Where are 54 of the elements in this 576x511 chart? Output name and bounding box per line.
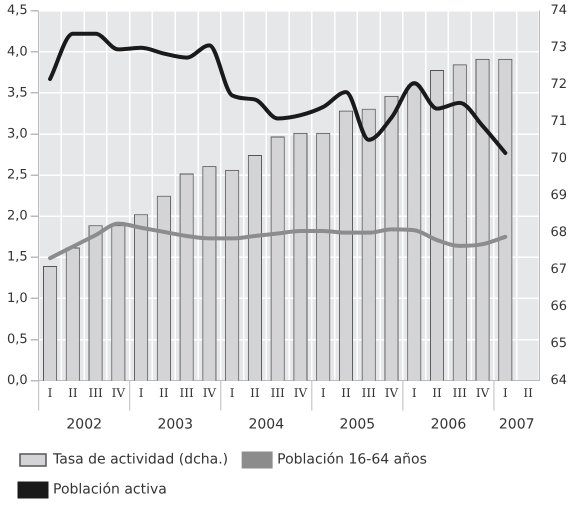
x-tick-label: III <box>452 386 468 400</box>
y2-tick-label: 66 <box>550 299 568 314</box>
x-tick-label: II <box>250 386 260 400</box>
y-tick-label: 1,5 <box>6 250 28 265</box>
legend-label: Tasa de actividad (dcha.) <box>52 452 228 468</box>
x-tick-label: I <box>48 386 53 400</box>
y2-tick-label: 68 <box>550 225 568 240</box>
text: 2004 <box>248 416 284 433</box>
text: 2002 <box>66 416 102 433</box>
x-tick-label: II <box>159 386 169 400</box>
line-series <box>48 222 508 260</box>
x-tick-label: III <box>88 386 103 400</box>
text: 2005 <box>340 416 376 433</box>
y-tick-label: 0,5 <box>6 332 28 347</box>
x-tick-label: II <box>432 386 442 400</box>
text: 2007 <box>498 416 535 433</box>
y2-tick-label: 72 <box>550 77 568 92</box>
y2-tick-label: 65 <box>550 336 568 351</box>
x-tick-label: I <box>502 386 508 400</box>
y-tick-label: 1,0 <box>6 290 28 306</box>
x-tick-label: I <box>320 386 326 400</box>
x-tick-label: I <box>412 386 417 400</box>
x-tick-label: III <box>180 386 194 400</box>
y2-tick-label: 70 <box>550 151 568 166</box>
line-series <box>48 32 508 155</box>
y-tick-label: 2,5 <box>6 168 28 183</box>
x-tick-label: II <box>523 386 534 400</box>
x-tick-label: I <box>230 386 235 400</box>
x-tick-label: II <box>341 386 351 400</box>
y-tick-label: 4,0 <box>6 44 28 60</box>
y2-tick-label: 73 <box>550 40 568 56</box>
x-tick-label: IV <box>202 386 216 400</box>
y2-tick-label: 71 <box>550 114 568 130</box>
x-tick-label: IV <box>112 386 126 400</box>
legend-label: Población 16-64 años <box>277 452 427 468</box>
y2-tick-label: 67 <box>550 262 568 278</box>
x-tick-label: I <box>138 386 144 400</box>
y-tick-label: 2,0 <box>6 208 28 224</box>
y-tick-label: 3,5 <box>6 85 28 100</box>
text: 2003 <box>157 416 194 433</box>
x-tick-label: IV <box>294 386 308 400</box>
x-tick-label: II <box>68 386 78 400</box>
x-tick-label: III <box>362 386 376 400</box>
text: 2006 <box>430 416 466 433</box>
x-tick-label: III <box>270 386 286 400</box>
y-tick-label: 4,5 <box>6 3 28 18</box>
y-tick-label: 0,0 <box>6 372 28 388</box>
y-tick-label: 3,0 <box>6 126 28 142</box>
x-tick-label: IV <box>476 386 490 400</box>
legend-label: Población activa <box>53 482 167 498</box>
y2-tick-label: 74 <box>550 3 568 18</box>
y2-tick-label: 64 <box>550 372 568 388</box>
y2-tick-label: 69 <box>550 188 568 204</box>
x-tick-label: IV <box>384 386 399 400</box>
